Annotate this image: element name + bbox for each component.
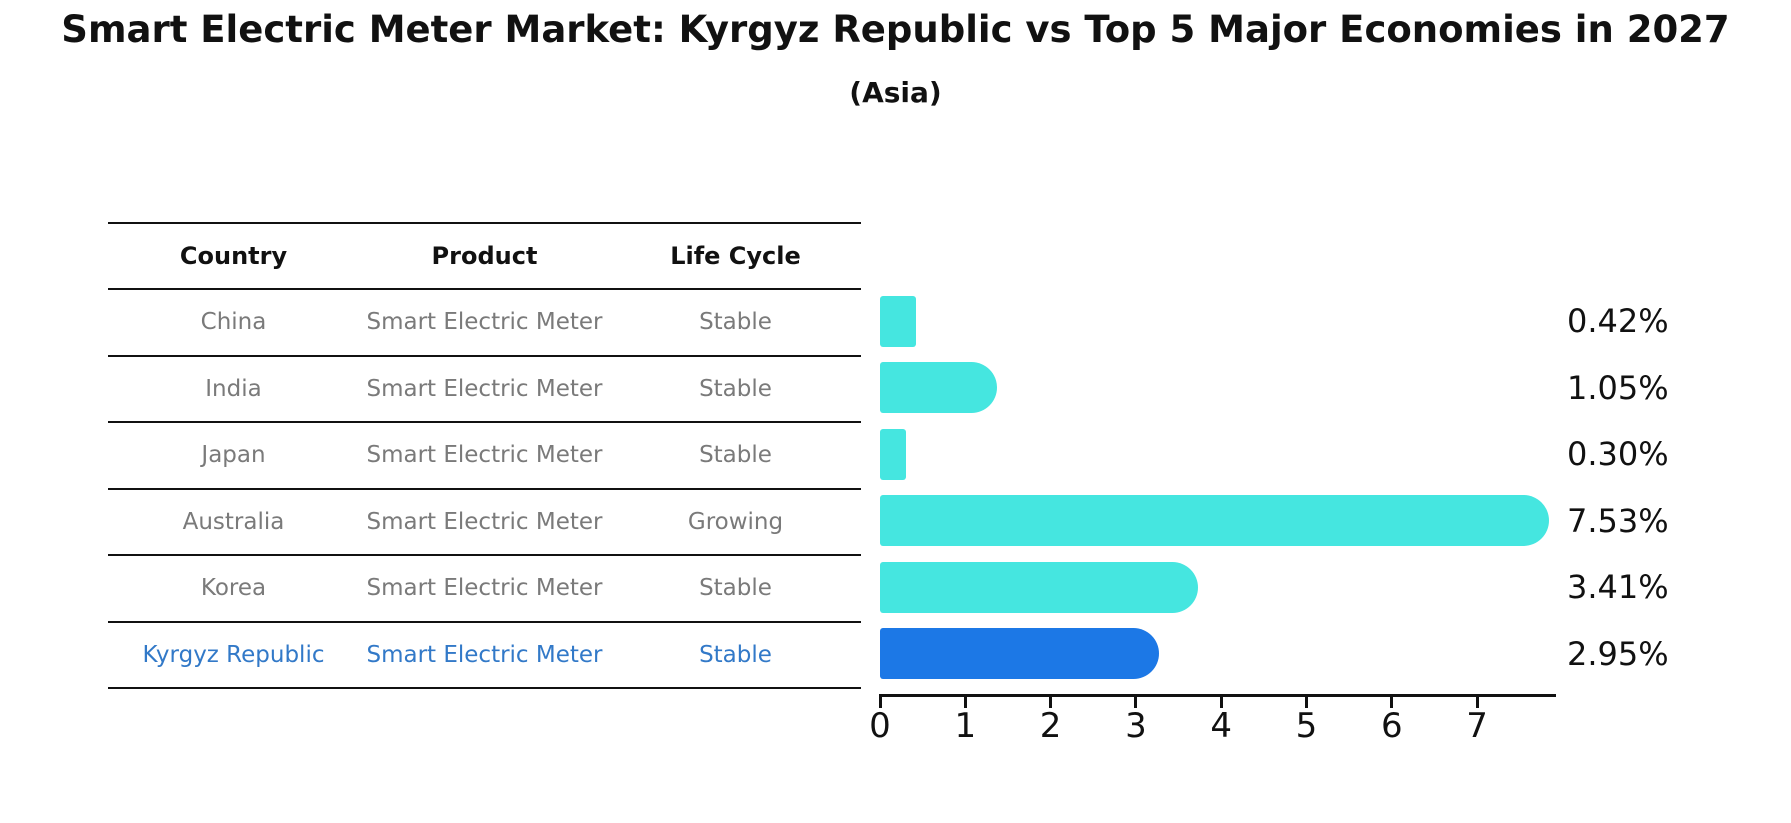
life-cycle-cell: Growing — [687, 508, 784, 535]
x-axis-tick — [1390, 697, 1394, 708]
x-axis-tick — [1475, 697, 1479, 708]
x-axis-tick — [1134, 697, 1138, 708]
x-axis-tick-label: 6 — [1380, 706, 1403, 746]
x-axis-tick — [1049, 697, 1053, 708]
bar-india — [880, 362, 997, 413]
x-axis-tick-label: 1 — [954, 706, 977, 746]
chart-title: Smart Electric Meter Market: Kyrgyz Repu… — [61, 8, 1730, 51]
bar-value-label: 3.41% — [1567, 568, 1669, 606]
country-cell: Australia — [182, 508, 285, 535]
x-axis-tick-label: 5 — [1295, 706, 1318, 746]
product-cell: Smart Electric Meter — [366, 508, 603, 535]
bar-china — [880, 295, 916, 347]
x-axis-tick-label: 7 — [1466, 706, 1488, 746]
x-axis-tick — [878, 697, 882, 708]
table-row: China Smart Electric Meter Stable — [108, 290, 861, 357]
bar-kyrgyz-republic — [880, 628, 1159, 679]
bar-value-label: 1.05% — [1567, 368, 1669, 407]
life-cycle-cell: Stable — [699, 442, 772, 469]
product-cell: Smart Electric Meter — [366, 309, 603, 336]
product-cell: Smart Electric Meter — [366, 442, 603, 469]
table-row: Japan Smart Electric Meter Stable — [108, 423, 861, 490]
table-header-cell: Life Cycle — [670, 242, 801, 270]
table-header-row: Country Product Life Cycle — [108, 224, 861, 290]
life-cycle-cell: Stable — [699, 375, 772, 402]
x-axis-tick-label: 3 — [1125, 706, 1147, 746]
life-cycle-cell: Stable — [699, 575, 772, 602]
product-cell: Smart Electric Meter — [366, 575, 603, 602]
country-cell: Korea — [200, 575, 267, 602]
product-cell: Smart Electric Meter — [366, 375, 603, 402]
x-axis-tick-label: 0 — [869, 706, 891, 746]
x-axis-tick — [1305, 697, 1308, 708]
chart-subtitle: (Asia) — [849, 76, 942, 109]
x-axis-tick-label: 4 — [1210, 706, 1233, 746]
table-row: Korea Smart Electric Meter Stable — [108, 556, 861, 623]
bar-australia — [880, 495, 1549, 546]
table-row: Kyrgyz Republic Smart Electric Meter Stabl… — [108, 623, 861, 689]
country-cell: Japan — [201, 442, 266, 469]
bar-japan — [880, 428, 906, 480]
table-header-cell: Country — [179, 242, 288, 270]
bar-korea — [880, 561, 1198, 613]
table-row: India Smart Electric Meter Stable — [108, 357, 861, 423]
table-header-cell: Product — [431, 242, 538, 270]
product-cell: Smart Electric Meter — [366, 641, 603, 668]
x-axis-line — [879, 694, 1556, 697]
life-cycle-cell: Stable — [699, 309, 772, 336]
bar-value-label: 2.95% — [1567, 634, 1669, 673]
country-cell: Kyrgyz Republic — [142, 641, 325, 668]
table-row: Australia Smart Electric Meter Growing — [108, 490, 861, 556]
country-cell: India — [205, 375, 262, 402]
country-cell: China — [200, 309, 267, 336]
country-table: Country Product Life Cycle China Smart Elect… — [108, 222, 861, 689]
x-axis-tick-label: 2 — [1039, 706, 1062, 746]
x-axis-tick — [963, 697, 967, 708]
bar-value-label: 0.42% — [1567, 302, 1669, 340]
life-cycle-cell: Stable — [699, 641, 772, 668]
bar-value-label: 7.53% — [1567, 501, 1669, 540]
x-axis-tick — [1219, 697, 1223, 708]
bar-value-label: 0.30% — [1567, 435, 1669, 473]
